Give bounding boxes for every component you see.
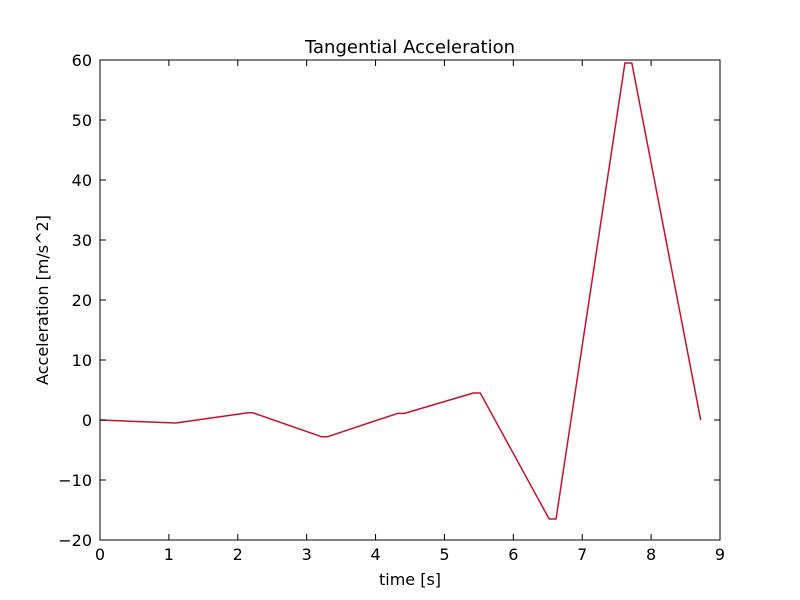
y-axis-label: Acceleration [m/s^2] (33, 215, 52, 385)
x-tick-label: 7 (577, 545, 587, 564)
x-tick-label: 3 (302, 545, 312, 564)
chart-title: Tangential Acceleration (304, 37, 515, 58)
x-axis-label: time [s] (379, 570, 441, 589)
y-tick-label: 20 (72, 291, 92, 310)
y-tick-label: 0 (82, 411, 92, 430)
series-line-1 (99, 62, 702, 520)
x-tick-label: 8 (646, 545, 656, 564)
x-tick-label: 6 (508, 545, 518, 564)
y-tick-label: 10 (72, 351, 92, 370)
y-tick-label: −20 (58, 531, 92, 550)
y-tick-label: 60 (72, 51, 92, 70)
y-tick-label: −10 (58, 471, 92, 490)
x-tick-label: 1 (164, 545, 174, 564)
x-tick-label: 5 (439, 545, 449, 564)
x-tick-label: 9 (715, 545, 725, 564)
plot-area: 0 1 2 3 4 5 6 7 8 9 −20 −10 0 10 20 30 40 50 60 (58, 51, 725, 564)
x-tick-label: 0 (95, 545, 105, 564)
x-tick-label: 4 (370, 545, 380, 564)
y-tick-label: 30 (72, 231, 92, 250)
y-tick-label: 50 (72, 111, 92, 130)
x-tick-label: 2 (233, 545, 243, 564)
y-tick-label: 40 (72, 171, 92, 190)
